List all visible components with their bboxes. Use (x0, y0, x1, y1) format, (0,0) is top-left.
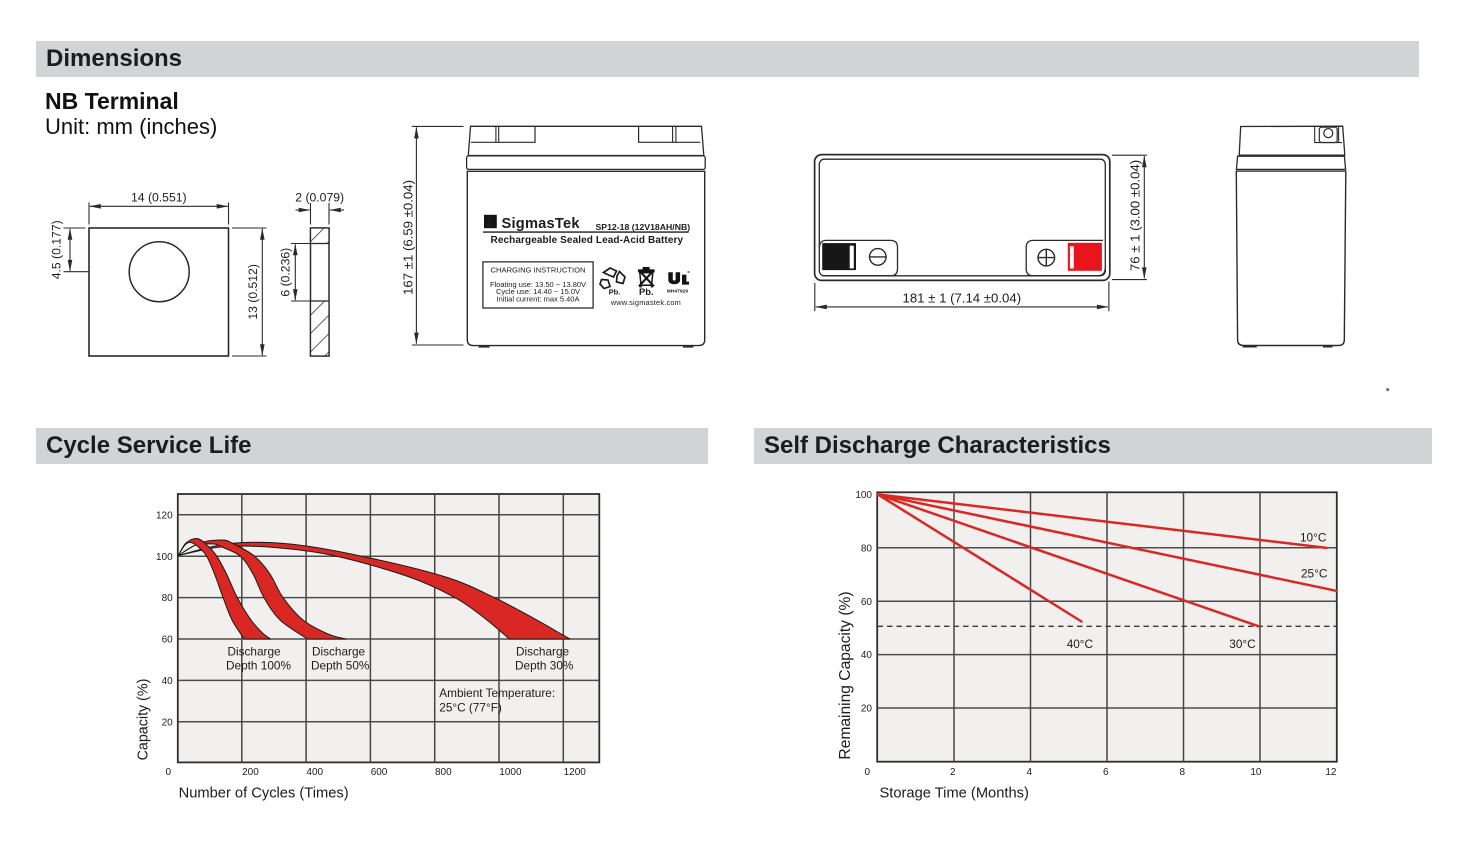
svg-text:4: 4 (1026, 767, 1032, 778)
svg-text:60: 60 (162, 635, 174, 646)
svg-text:Initial current: max 5.40A: Initial current: max 5.40A (497, 294, 580, 303)
svg-text:Depth 100%: Depth 100% (226, 659, 291, 673)
svg-text:40: 40 (861, 650, 873, 661)
svg-text:MH47929: MH47929 (667, 288, 688, 294)
svg-text:40°C: 40°C (1067, 637, 1094, 651)
svg-text:Rechargeable Sealed Lead-Acid: Rechargeable Sealed Lead-Acid Battery (491, 235, 684, 246)
svg-text:1000: 1000 (499, 767, 522, 778)
svg-text:400: 400 (306, 767, 323, 778)
svg-text:1200: 1200 (564, 767, 587, 778)
svg-text:100: 100 (156, 552, 173, 563)
svg-text:80: 80 (861, 543, 873, 554)
svg-text:20: 20 (162, 717, 174, 728)
svg-text:100: 100 (855, 490, 872, 501)
svg-text:20: 20 (861, 704, 873, 715)
svg-text:10: 10 (1250, 767, 1262, 778)
svg-text:Remaining Capacity (%): Remaining Capacity (%) (837, 591, 854, 759)
svg-text:14 (0.551): 14 (0.551) (131, 191, 187, 205)
svg-text:Depth 30%: Depth 30% (515, 659, 574, 673)
svg-text:8: 8 (1179, 767, 1185, 778)
svg-text:Capacity (%): Capacity (%) (136, 679, 152, 761)
svg-text:SigmasTek: SigmasTek (502, 216, 581, 232)
svg-text:10°C: 10°C (1300, 531, 1327, 545)
svg-text:120: 120 (156, 510, 173, 521)
svg-text:Discharge: Discharge (312, 645, 366, 659)
svg-text:167 ±1 (6.59 ±0.04): 167 ±1 (6.59 ±0.04) (401, 180, 416, 295)
svg-text:25°C (77°F): 25°C (77°F) (439, 700, 502, 714)
svg-text:Pb.: Pb. (609, 288, 621, 297)
svg-text:0: 0 (165, 767, 171, 778)
svg-text:4.5 (0.177): 4.5 (0.177) (50, 220, 64, 279)
svg-text:CHARGING INSTRUCTION: CHARGING INSTRUCTION (491, 266, 586, 275)
svg-text:0: 0 (864, 767, 870, 778)
svg-text:Discharge: Discharge (516, 645, 570, 659)
svg-text:Σ: Σ (487, 215, 495, 229)
svg-text:Pb.: Pb. (639, 286, 654, 297)
svg-text:25°C: 25°C (1301, 567, 1328, 581)
svg-text:2 (0.079): 2 (0.079) (295, 191, 344, 205)
svg-text:800: 800 (435, 767, 452, 778)
svg-text:60: 60 (861, 597, 873, 608)
svg-text:200: 200 (242, 767, 259, 778)
svg-text:Storage Time (Months): Storage Time (Months) (880, 786, 1029, 802)
svg-text:SP12-18 (12V18AH/NB): SP12-18 (12V18AH/NB) (596, 222, 691, 232)
svg-text:6 (0.236): 6 (0.236) (279, 248, 293, 297)
svg-text:2: 2 (950, 767, 956, 778)
svg-text:80: 80 (162, 593, 174, 604)
svg-text:181 ± 1 (7.14 ±0.04): 181 ± 1 (7.14 ±0.04) (903, 290, 1022, 305)
svg-text:Discharge: Discharge (228, 645, 282, 659)
svg-text:6: 6 (1103, 767, 1109, 778)
svg-text:www.sigmastek.com: www.sigmastek.com (610, 298, 681, 307)
svg-text:12: 12 (1325, 767, 1337, 778)
svg-text:30°C: 30°C (1229, 637, 1256, 651)
svg-text:600: 600 (371, 767, 388, 778)
svg-text:40: 40 (162, 676, 174, 687)
svg-text:13 (0.512): 13 (0.512) (246, 264, 260, 320)
svg-text:Depth 50%: Depth 50% (311, 659, 370, 673)
svg-text:76 ± 1 (3.00 ±0.04): 76 ± 1 (3.00 ±0.04) (1128, 160, 1143, 271)
svg-text:Cycle use: 14.40 ~ 15.0V: Cycle use: 14.40 ~ 15.0V (496, 287, 580, 296)
svg-text:Number of Cycles (Times): Number of Cycles (Times) (179, 786, 349, 802)
svg-text:Floating use: 13.50 ~ 13.80V: Floating use: 13.50 ~ 13.80V (490, 280, 586, 289)
svg-text:Ambient Temperature:: Ambient Temperature: (439, 686, 555, 700)
